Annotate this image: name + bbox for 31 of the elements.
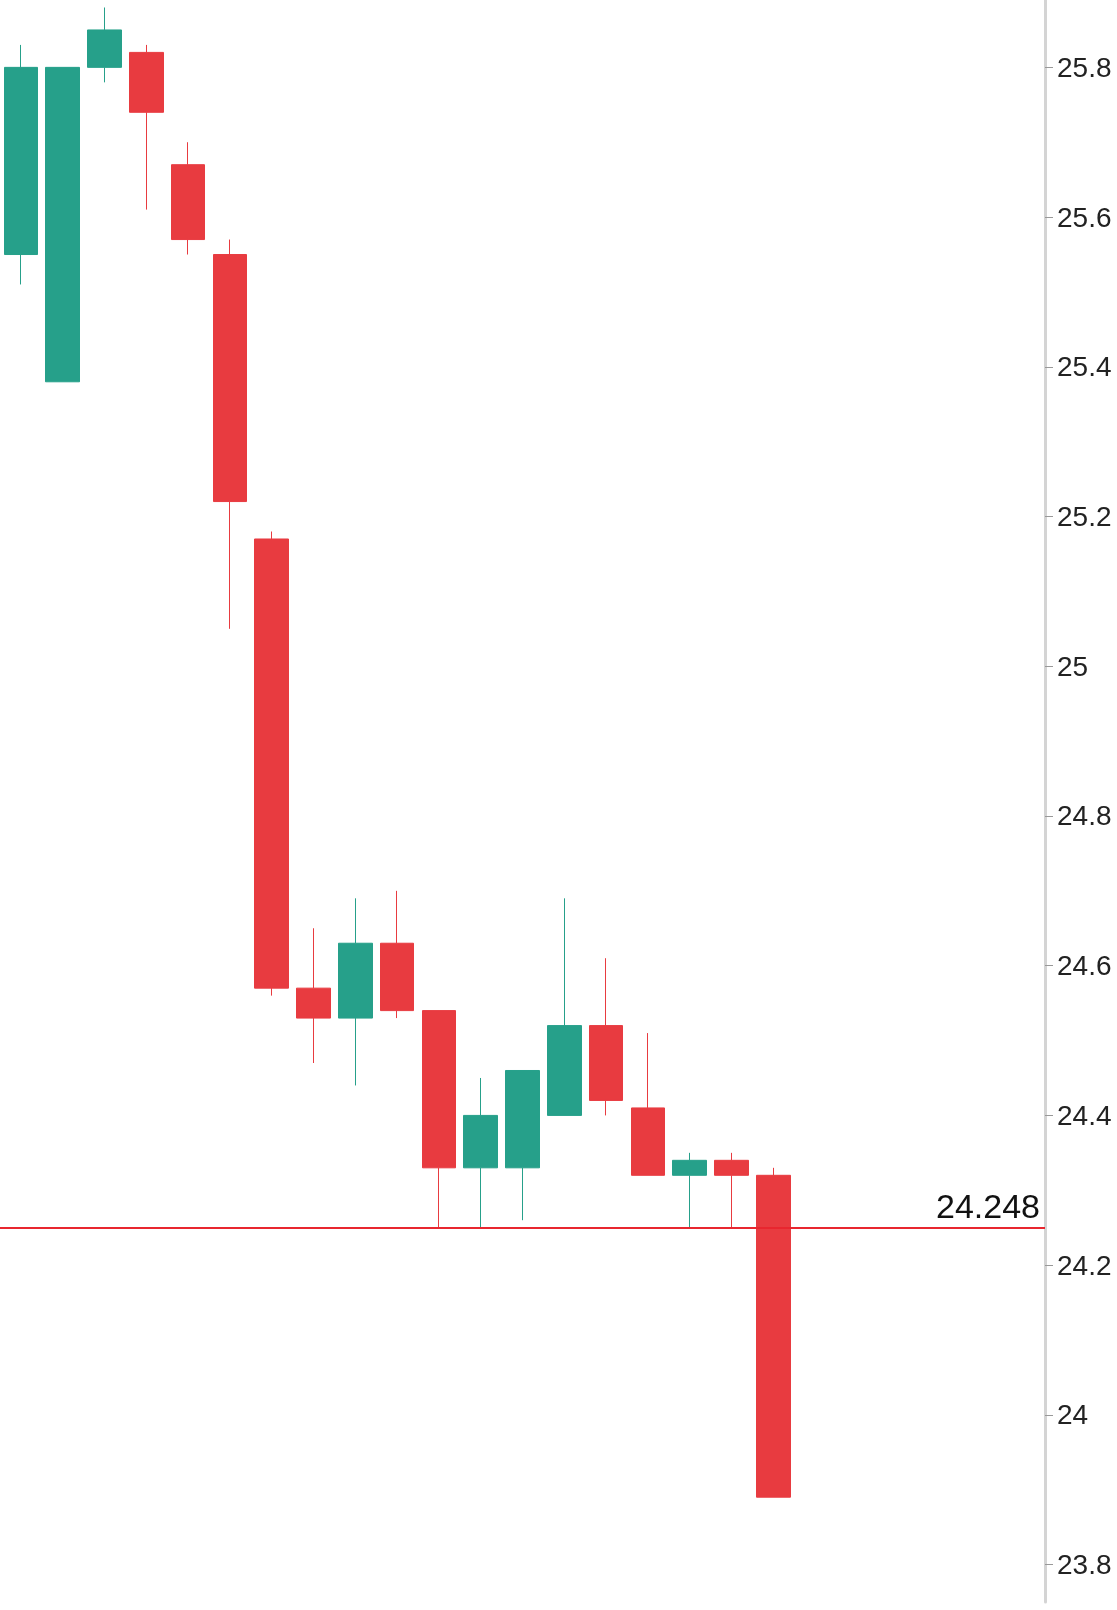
y-tick-label: 24.8 — [1057, 800, 1112, 832]
y-tick-label: 25.4 — [1057, 351, 1112, 383]
candlestick — [631, 1032, 665, 1176]
y-tick-label: 23.8 — [1057, 1549, 1112, 1581]
y-tick-label: 24.4 — [1057, 1099, 1112, 1131]
candlestick — [547, 897, 582, 1116]
candlestick — [463, 1077, 498, 1229]
y-tick-label: 25.2 — [1057, 501, 1112, 533]
y-tick-label: 24.6 — [1057, 950, 1112, 982]
y-tick-label: 25.6 — [1057, 201, 1112, 233]
ref-line-label: 24.248 — [936, 1186, 1040, 1225]
candlestick — [714, 1152, 749, 1229]
y-tick-label: 25.8 — [1057, 51, 1112, 83]
candlestick — [45, 66, 80, 383]
candlestick — [4, 44, 38, 285]
candlestick — [589, 957, 623, 1116]
candlestick — [338, 897, 373, 1086]
candlestick — [296, 927, 331, 1064]
candlestick — [171, 141, 205, 256]
y-tick-label: 24.2 — [1057, 1249, 1112, 1281]
y-tick-label: 25 — [1057, 650, 1089, 682]
candlestick — [254, 531, 289, 997]
candlestick — [422, 1010, 456, 1229]
candlestick — [505, 1070, 540, 1221]
candlestick — [87, 6, 122, 83]
candlestick — [380, 890, 414, 1019]
candlestick — [213, 239, 247, 630]
y-tick-label: 24 — [1057, 1399, 1089, 1431]
candlestick — [129, 44, 164, 211]
candlestick — [756, 1167, 791, 1498]
candlestick — [672, 1152, 707, 1229]
